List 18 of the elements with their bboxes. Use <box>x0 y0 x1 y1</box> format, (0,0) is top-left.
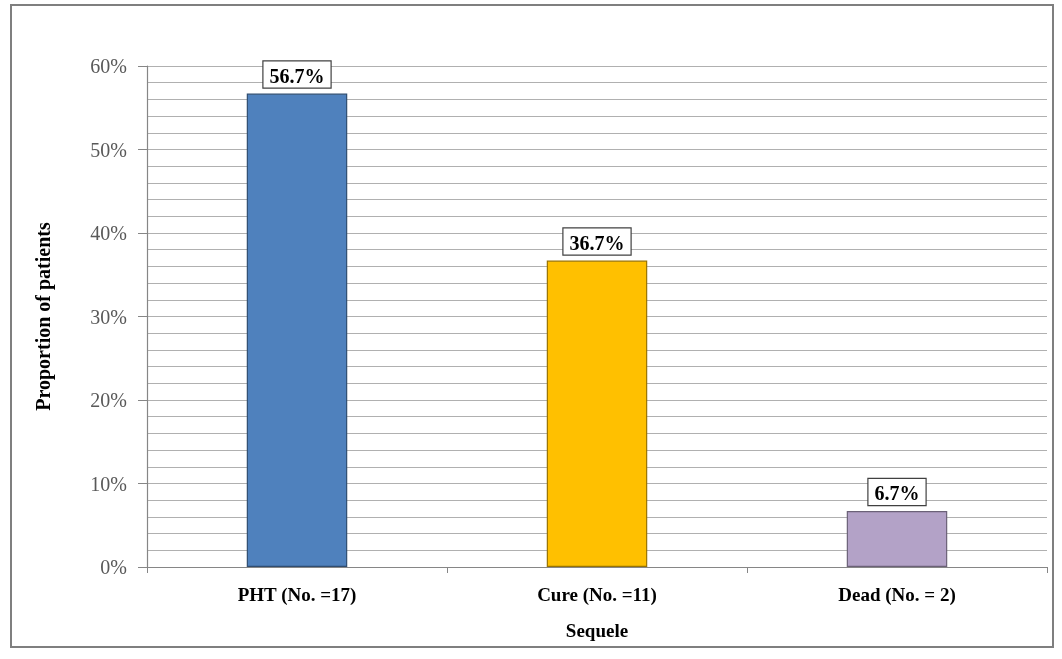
bar <box>846 511 948 567</box>
bar <box>246 93 348 567</box>
y-tick-label: 0% <box>100 556 127 578</box>
x-axis-title: Sequele <box>565 620 629 641</box>
data-label: 6.7% <box>874 482 920 505</box>
y-tick-label: 10% <box>90 472 127 495</box>
y-tick-label: 60% <box>90 55 127 77</box>
y-axis-title: Proportion of patients <box>32 222 55 411</box>
x-tick-label: Dead (No. = 2) <box>838 584 956 606</box>
y-tick-label: 30% <box>90 305 127 328</box>
y-tick-label: 50% <box>90 138 127 161</box>
x-tick-label: Cure (No. =11) <box>537 584 657 606</box>
y-tick-label: 20% <box>90 389 127 411</box>
data-label: 56.7% <box>269 64 325 87</box>
x-tick-label: PHT (No. =17) <box>237 584 357 606</box>
y-tick-label: 40% <box>90 222 127 244</box>
data-label: 36.7% <box>569 231 625 254</box>
bar <box>546 260 648 567</box>
